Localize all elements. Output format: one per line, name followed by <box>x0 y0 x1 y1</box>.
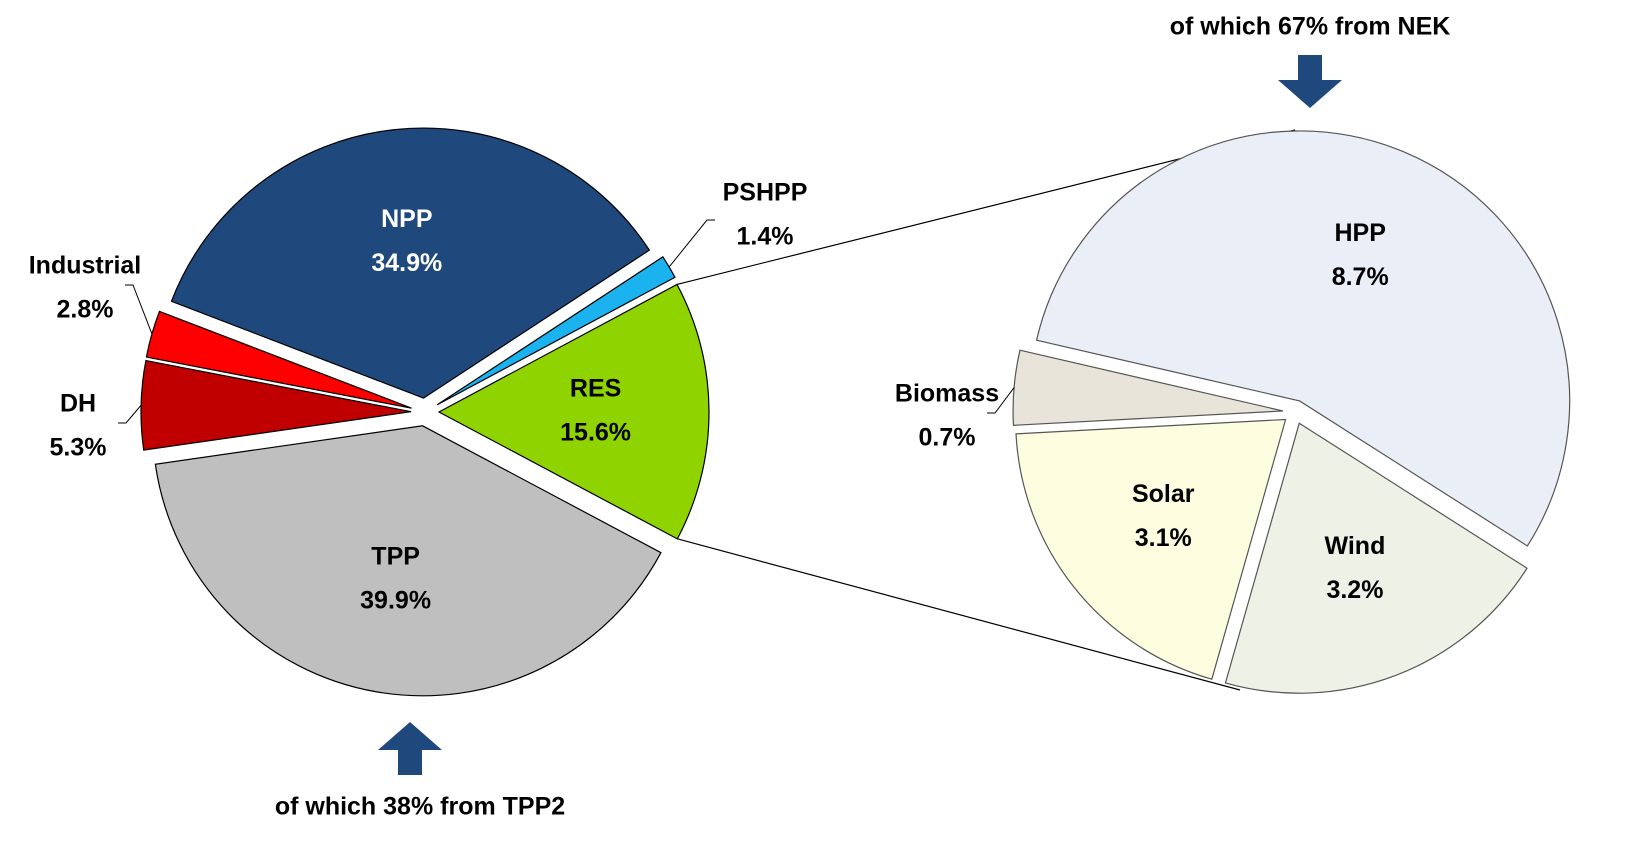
slice-value-label: 2.8% <box>57 296 114 324</box>
slice-value-label: 39.9% <box>360 587 431 615</box>
slice-label: PSHPP <box>723 179 808 207</box>
arrow-up <box>378 722 442 775</box>
connector-line <box>677 538 1241 691</box>
leader-line <box>118 404 142 424</box>
slice-label: NPP <box>381 205 432 233</box>
pie-slice <box>1015 418 1287 680</box>
slice-label: Industrial <box>29 252 142 280</box>
pie-slice <box>1224 422 1528 694</box>
leader-line <box>987 387 1015 414</box>
slice-value-label: 8.7% <box>1332 263 1389 291</box>
slice-label: DH <box>60 390 96 418</box>
pie-slice <box>1035 130 1571 547</box>
pie-slice <box>437 283 710 540</box>
slice-value-label: 5.3% <box>50 434 107 462</box>
slice-value-label: 34.9% <box>371 249 442 277</box>
pie-slice <box>1012 349 1284 426</box>
annotation: of which 38% from TPP2 <box>275 793 565 821</box>
slice-value-label: 0.7% <box>919 424 976 452</box>
slice-value-label: 3.1% <box>1135 524 1192 552</box>
leader-line <box>668 219 715 268</box>
pie-slice <box>140 359 412 451</box>
slices: NPP 34.9% PSHPP 1.4% RES 15.6% TPP 39.9% DH 5.3% I… <box>29 127 1571 697</box>
slice-value-label: 3.2% <box>1326 576 1383 604</box>
leader-line <box>125 284 153 335</box>
slice-label: Wind <box>1324 532 1385 560</box>
slice-value-label: 1.4% <box>737 223 794 251</box>
pie-slice <box>170 127 651 399</box>
annotation: of which 67% from NEK <box>1170 13 1451 41</box>
slice-value-label: 15.6% <box>560 418 631 446</box>
slice-label: Solar <box>1132 480 1195 508</box>
slice-label: Biomass <box>895 380 999 408</box>
pie-slice <box>436 256 676 406</box>
slice-label: HPP <box>1334 219 1385 247</box>
slice-label: RES <box>570 374 621 402</box>
pie-slice <box>154 425 662 697</box>
arrow-down <box>1278 55 1342 108</box>
slice-label: TPP <box>371 543 420 571</box>
